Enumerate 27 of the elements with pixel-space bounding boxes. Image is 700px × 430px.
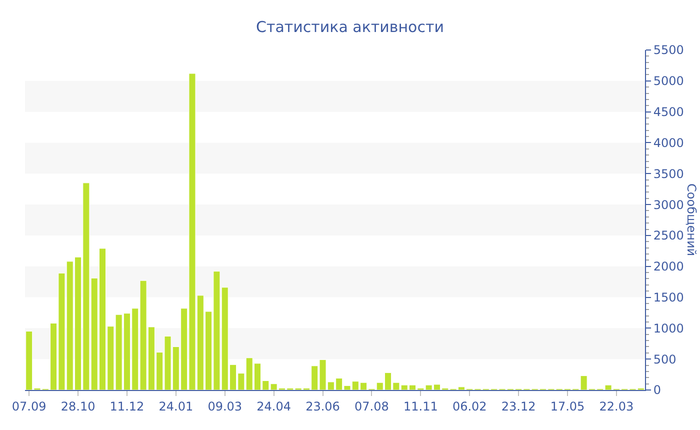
x-tick-label: 28.10 xyxy=(60,399,96,414)
x-tick-label: 09.03 xyxy=(208,399,242,414)
y-tick-label: 3500 xyxy=(653,166,684,181)
x-tick-label: 24.04 xyxy=(256,399,291,414)
x-tick-label: 24.01 xyxy=(158,399,194,414)
x-tick-label: 11.12 xyxy=(110,399,144,414)
y-tick-label: 0 xyxy=(653,383,662,398)
x-tick-label: 06.02 xyxy=(452,399,487,414)
x-tick-label: 23.06 xyxy=(306,399,340,414)
y-axis-title: Сообщений xyxy=(684,184,698,256)
y-tick-label: 2000 xyxy=(653,260,684,274)
x-tick-label: 11.11 xyxy=(403,399,438,414)
y-tick-label: 4500 xyxy=(653,105,684,120)
y-tick-label: 1500 xyxy=(653,290,684,304)
x-tick-label: 22.03 xyxy=(599,399,634,414)
y-tick-label: 5000 xyxy=(653,74,684,88)
x-tick-label: 23.12 xyxy=(501,399,536,414)
y-tick-label: 1000 xyxy=(653,321,684,336)
x-tick-label: 17.05 xyxy=(550,399,585,414)
chart-title: Статистика активности xyxy=(256,18,444,36)
y-tick-label: 2500 xyxy=(653,228,684,243)
y-tick-label: 5500 xyxy=(653,43,684,58)
y-tick-label: 3000 xyxy=(653,198,684,212)
x-tick-label: 07.08 xyxy=(354,399,389,414)
x-tick-label: 07.09 xyxy=(12,399,46,414)
y-tick-label: 4000 xyxy=(653,136,684,150)
y-tick-label: 500 xyxy=(653,352,676,366)
